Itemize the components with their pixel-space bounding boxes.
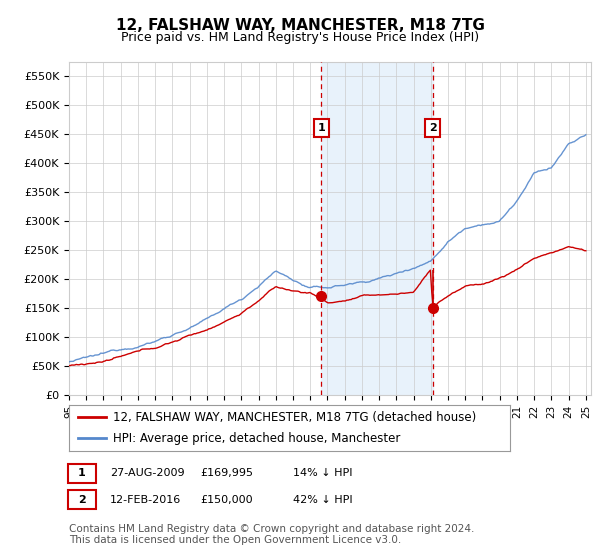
Text: 1: 1 [317,123,325,133]
Bar [322,62,433,395]
Text: 2: 2 [78,494,86,505]
Text: 12, FALSHAW WAY, MANCHESTER, M18 7TG: 12, FALSHAW WAY, MANCHESTER, M18 7TG [116,18,484,34]
Text: £150,000: £150,000 [200,494,253,505]
Text: HPI: Average price, detached house, Manchester: HPI: Average price, detached house, Manc… [113,432,400,445]
Text: 12-FEB-2016: 12-FEB-2016 [110,494,181,505]
Text: 42% ↓ HPI: 42% ↓ HPI [293,494,352,505]
Text: Contains HM Land Registry data © Crown copyright and database right 2024.
This d: Contains HM Land Registry data © Crown c… [69,524,475,545]
Text: 2: 2 [428,123,436,133]
Text: 14% ↓ HPI: 14% ↓ HPI [293,468,352,478]
Text: Price paid vs. HM Land Registry's House Price Index (HPI): Price paid vs. HM Land Registry's House … [121,31,479,44]
Text: 27-AUG-2009: 27-AUG-2009 [110,468,184,478]
Text: 1: 1 [78,468,86,478]
Text: 12, FALSHAW WAY, MANCHESTER, M18 7TG (detached house): 12, FALSHAW WAY, MANCHESTER, M18 7TG (de… [113,411,476,424]
Text: £169,995: £169,995 [200,468,253,478]
